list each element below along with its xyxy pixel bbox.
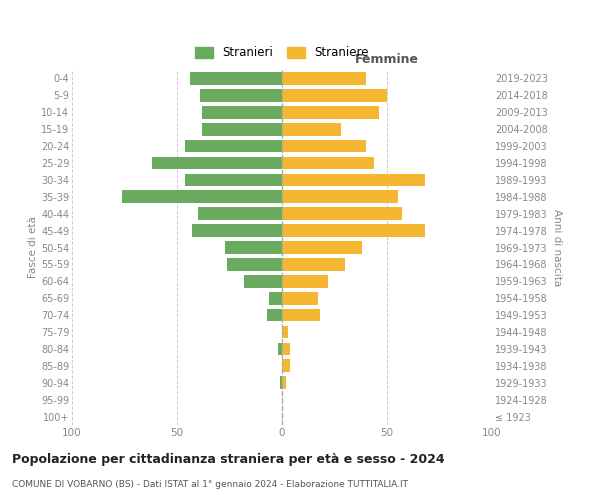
Bar [152,156,282,170]
Bar [280,376,282,389]
Text: Femmine: Femmine [355,54,419,66]
Legend: Stranieri, Straniere: Stranieri, Straniere [189,40,375,65]
Text: COMUNE DI VOBARNO (BS) - Dati ISTAT al 1° gennaio 2024 - Elaborazione TUTTITALIA: COMUNE DI VOBARNO (BS) - Dati ISTAT al 1… [12,480,408,489]
Bar [282,72,366,85]
Bar [282,208,402,220]
Bar [278,342,282,355]
Bar [282,326,289,338]
Bar [282,241,362,254]
Bar [282,123,341,136]
Bar [282,224,425,237]
Bar [282,156,374,170]
Bar [185,140,282,152]
Bar [282,89,387,102]
Bar [198,208,282,220]
Bar [282,360,290,372]
Bar [282,190,398,203]
Bar [190,72,282,85]
Bar [200,89,282,102]
Bar [227,258,282,270]
Y-axis label: Fasce di età: Fasce di età [28,216,38,278]
Bar [244,275,282,287]
Y-axis label: Anni di nascita: Anni di nascita [551,209,562,286]
Bar [282,106,379,118]
Bar [282,140,366,152]
Bar [192,224,282,237]
Bar [282,342,290,355]
Bar [282,292,318,304]
Bar [282,376,286,389]
Bar [268,309,282,322]
Bar [202,106,282,118]
Bar [282,174,425,186]
Text: Popolazione per cittadinanza straniera per età e sesso - 2024: Popolazione per cittadinanza straniera p… [12,452,445,466]
Bar [282,275,328,287]
Bar [226,241,282,254]
Bar [202,123,282,136]
Bar [282,258,345,270]
Bar [185,174,282,186]
Bar [282,309,320,322]
Bar [122,190,282,203]
Bar [269,292,282,304]
